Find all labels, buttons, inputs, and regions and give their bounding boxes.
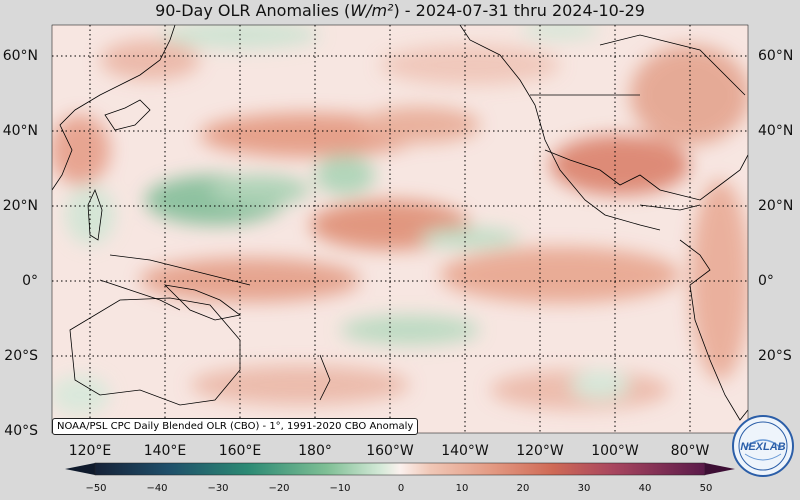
lat-label-40n-left: 40°N [2, 123, 38, 139]
colorbar-tick: 30 [577, 483, 591, 494]
colorbar-tick: −20 [268, 483, 290, 494]
colorbar-tick: 20 [516, 483, 530, 494]
nexlab-logo[interactable]: NEXLAB [731, 414, 795, 478]
colorbar-tick: 40 [638, 483, 652, 494]
lon-label-180: 180° [298, 443, 332, 459]
lat-label-60n-left: 60°N [2, 48, 38, 64]
colorbar-tick: −30 [207, 483, 229, 494]
colorbar-tick: −10 [329, 483, 351, 494]
lat-label-20n-left: 20°N [2, 198, 38, 214]
graticule [52, 25, 748, 433]
colorbar-tick: −40 [146, 483, 168, 494]
lat-label-eq-right: 0° [758, 273, 774, 289]
lon-label-120e: 120°E [68, 443, 112, 459]
lat-label-60n-right: 60°N [758, 48, 794, 64]
lon-label-160w: 160°W [366, 443, 414, 459]
lon-label-140w: 140°W [441, 443, 489, 459]
lat-label-eq-left: 0° [22, 273, 38, 289]
lon-label-160e: 160°E [218, 443, 262, 459]
colorbar [65, 462, 735, 476]
lat-label-20s-right: 20°S [758, 348, 792, 364]
data-source-note: NOAA/PSL CPC Daily Blended OLR (CBO) - 1… [52, 418, 419, 435]
colorbar-tick: 50 [699, 483, 713, 494]
lat-label-20n-right: 20°N [758, 198, 794, 214]
lat-label-40n-right: 40°N [758, 123, 794, 139]
lat-label-20s-left: 20°S [4, 348, 38, 364]
lon-label-120w: 120°W [516, 443, 564, 459]
lon-label-140e: 140°E [143, 443, 187, 459]
colorbar-tick: 0 [397, 483, 405, 494]
lon-label-80w: 80°W [670, 443, 710, 459]
coastlines [52, 25, 748, 421]
colorbar-tick: −50 [85, 483, 107, 494]
anomaly-field [52, 25, 748, 433]
lon-label-100w: 100°W [591, 443, 639, 459]
svg-text:NEXLAB: NEXLAB [740, 441, 785, 453]
colorbar-tick: 10 [455, 483, 469, 494]
map-title: 90-Day OLR Anomalies (W/m²) - 2024-07-31… [155, 1, 645, 20]
lat-label-40s-left: 40°S [4, 423, 38, 439]
